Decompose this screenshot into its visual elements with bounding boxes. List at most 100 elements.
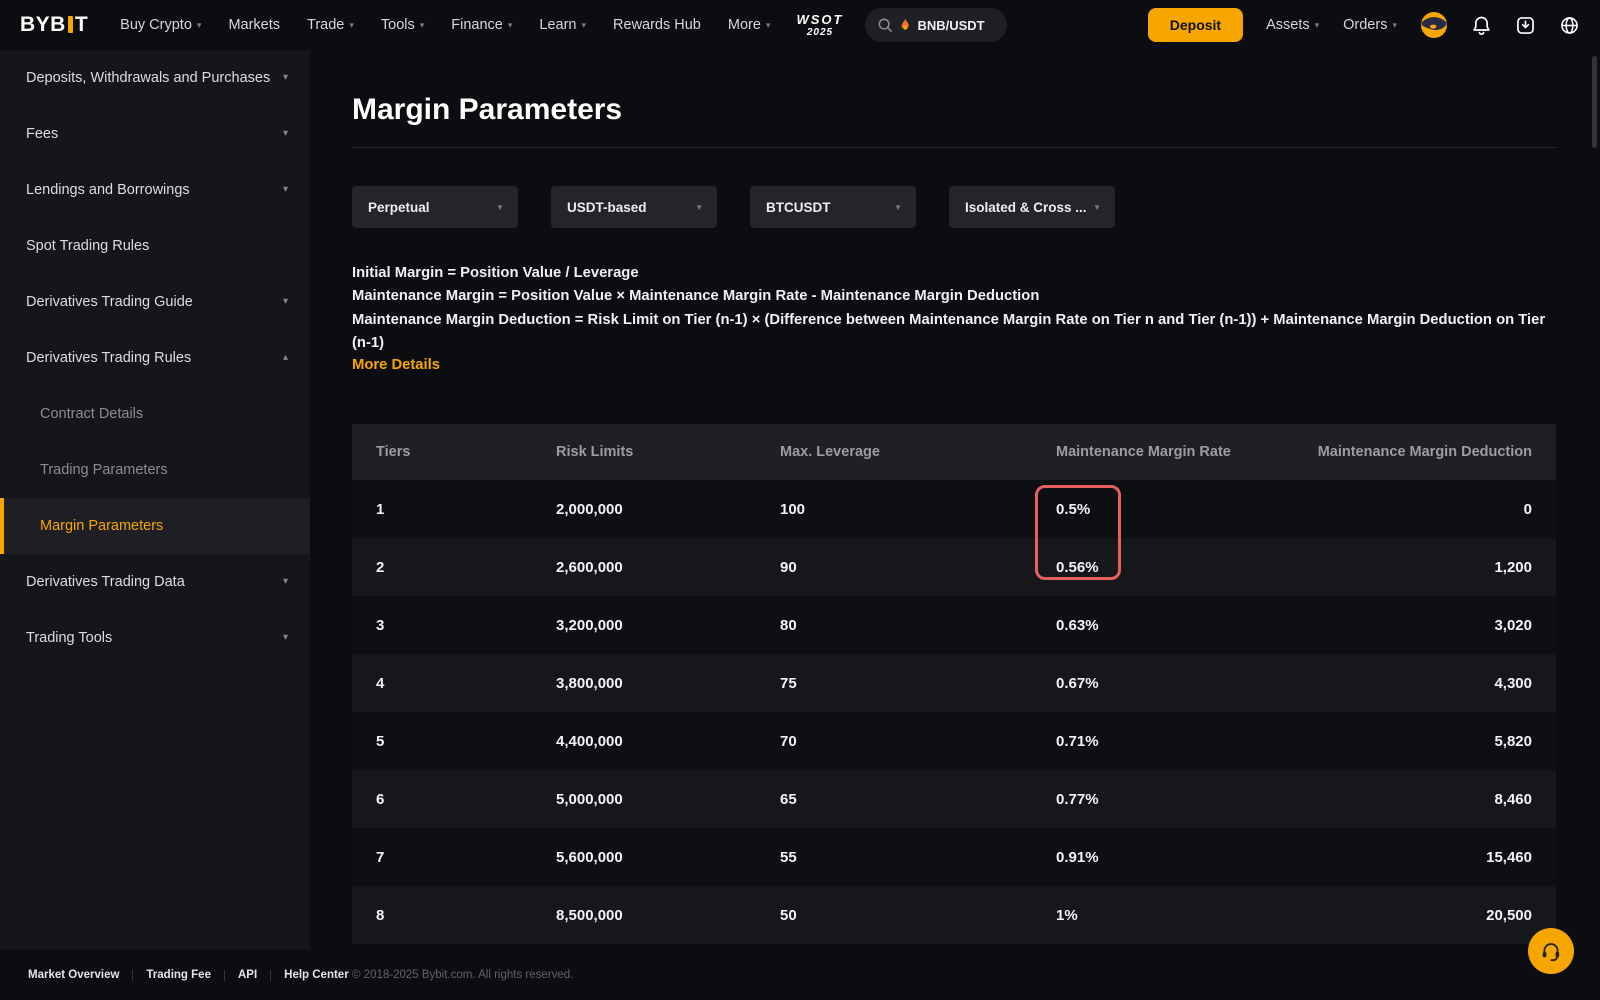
nav-item-more[interactable]: More ▾ [728,17,771,33]
bell-icon[interactable] [1471,15,1492,36]
support-chat-button[interactable] [1528,928,1574,974]
tier-cell: 6 [376,790,385,808]
max-leverage-cell: 75 [780,674,797,692]
formula-line: Maintenance Margin = Position Value × Ma… [352,288,1040,305]
logo-text-suffix: T [74,13,89,36]
search-input[interactable]: BNB/USDT [865,8,1008,42]
sidebar-item-margin-parameters[interactable]: Margin Parameters [0,498,310,554]
footer: Market Overview Trading Fee API Help Center… [0,950,1600,1000]
nav-item-buy-crypto[interactable]: Buy Crypto ▾ [120,17,201,33]
sidebar-item-derivatives-trading-guide[interactable]: Derivatives Trading Guide ▾ [0,274,310,330]
chevron-down-icon: ▾ [196,19,202,30]
sidebar-item-label: Fees [26,126,59,142]
wsot-line1: WSOT [796,11,844,27]
maintenance-margin-deduction-cell: 5,820 [1494,732,1532,750]
bybit-logo[interactable]: BYB T [20,13,88,37]
footer-link-market-overview[interactable]: Market Overview [28,969,120,981]
sidebar-item-derivatives-trading-rules[interactable]: Derivatives Trading Rules ▴ [0,330,310,386]
nav-item-learn[interactable]: Learn ▾ [539,17,586,33]
scrollbar-thumb[interactable] [1592,56,1597,148]
tier-cell: 2 [376,558,385,576]
footer-link-api[interactable]: API [237,969,258,981]
sidebar-item-deposits-withdrawals-and-purchases[interactable]: Deposits, Withdrawals and Purchases ▾ [0,50,310,106]
nav-item-tools[interactable]: Tools ▾ [381,17,424,33]
deposit-button[interactable]: Deposit [1147,8,1244,42]
risk-limit-cell: 3,800,000 [556,674,623,692]
maintenance-margin-deduction-cell: 1,200 [1494,558,1532,576]
maintenance-margin-rate-cell: 0.91% [1056,848,1099,866]
sidebar-item-label: Trading Tools [26,630,113,646]
divider [223,969,225,981]
wsot-logo[interactable]: WSOT 2025 [796,13,843,38]
globe-icon[interactable] [1559,15,1580,36]
column-header-risk-limits: Risk Limits [556,444,634,460]
filter-value: USDT-based [567,199,647,215]
filter-isolated-cross[interactable]: Isolated & Cross ... ▼ [949,186,1115,228]
footer-link-help-center[interactable]: Help Center [284,969,349,981]
sidebar-item-trading-tools[interactable]: Trading Tools ▾ [0,610,310,666]
column-header-maintenance-margin-rate: Maintenance Margin Rate [1056,444,1231,460]
filter-value: BTCUSDT [766,199,831,215]
nav-item-markets[interactable]: Markets [228,17,280,33]
chevron-down-icon: ▾ [282,632,288,643]
table-row: 2 2,600,000 90 0.56% 1,200 [352,538,1556,596]
flame-icon [899,18,911,32]
table-row: 7 5,600,000 55 0.91% 15,460 [352,828,1556,886]
sidebar-item-lendings-and-borrowings[interactable]: Lendings and Borrowings ▾ [0,162,310,218]
risk-limit-cell: 2,000,000 [556,500,623,518]
table-row: 5 4,400,000 70 0.71% 5,820 [352,712,1556,770]
column-header-tiers: Tiers [376,444,411,460]
nav-item-finance[interactable]: Finance ▾ [451,17,512,33]
sidebar-item-trading-parameters[interactable]: Trading Parameters [0,442,310,498]
risk-limit-cell: 2,600,000 [556,558,623,576]
nav-item-trade[interactable]: Trade ▾ [307,17,354,33]
chevron-down-icon: ▾ [282,128,288,139]
maintenance-margin-deduction-cell: 8,460 [1494,790,1532,808]
top-nav: BYB T Buy Crypto ▾ Markets Trade ▾ Tools ▾ Fina… [0,0,1600,50]
footer-links: Market Overview Trading Fee API Help Center [0,969,349,981]
sidebar-item-label: Trading Parameters [40,462,168,478]
sidebar-item-derivatives-trading-data[interactable]: Derivatives Trading Data ▾ [0,554,310,610]
maintenance-margin-rate-cell: 0.77% [1056,790,1099,808]
chevron-down-icon: ▾ [419,19,425,30]
filter-perpetual[interactable]: Perpetual ▼ [352,186,518,228]
formula-line: Maintenance Margin Deduction = Risk Limi… [352,311,1546,351]
table-row: 4 3,800,000 75 0.67% 4,300 [352,654,1556,712]
nav-item-rewards-hub[interactable]: Rewards Hub [613,17,701,33]
chevron-down-icon: ▾ [581,19,587,30]
margin-table: Tiers Risk Limits Max. Leverage Maintenance… [352,424,1556,944]
filter-btcusdt[interactable]: BTCUSDT ▼ [750,186,916,228]
filter-value: Isolated & Cross ... [965,199,1087,215]
sidebar-item-label: Contract Details [40,406,144,422]
sidebar-item-fees[interactable]: Fees ▾ [0,106,310,162]
sidebar-item-label: Derivatives Trading Guide [26,294,193,310]
page-title: Margin Parameters [352,93,623,126]
maintenance-margin-deduction-cell: 4,300 [1494,674,1532,692]
nav-right: Deposit Assets ▾ Orders ▾ [1147,8,1580,42]
divider [270,969,272,981]
sidebar-item-contract-details[interactable]: Contract Details [0,386,310,442]
footer-link-trading-fee[interactable]: Trading Fee [146,969,211,981]
menu-assets[interactable]: Assets ▾ [1266,17,1319,33]
download-icon[interactable] [1515,15,1536,36]
more-details-link[interactable]: More Details [352,357,440,373]
nav-item-label: Learn [539,17,577,33]
filter-row: Perpetual ▼ USDT-based ▼ BTCUSDT ▼ Isolated & … [352,186,1115,228]
chevron-down-icon: ▼ [1093,202,1101,212]
maintenance-margin-deduction-cell: 3,020 [1494,616,1532,634]
max-leverage-cell: 100 [780,500,806,518]
avatar[interactable] [1420,11,1448,39]
filter-value: Perpetual [368,199,430,215]
tier-cell: 4 [376,674,385,692]
maintenance-margin-rate-cell: 1% [1056,906,1078,924]
title-divider [352,147,1556,148]
sidebar-item-spot-trading-rules[interactable]: Spot Trading Rules [0,218,310,274]
maintenance-margin-rate-cell: 0.71% [1056,732,1099,750]
menu-label: Assets [1266,17,1310,33]
sidebar-item-label: Deposits, Withdrawals and Purchases [26,70,271,86]
menu-orders[interactable]: Orders ▾ [1343,17,1397,33]
menu-label: Orders [1343,17,1388,33]
chevron-down-icon: ▼ [695,202,703,212]
filter-usdt-based[interactable]: USDT-based ▼ [551,186,717,228]
max-leverage-cell: 50 [780,906,797,924]
